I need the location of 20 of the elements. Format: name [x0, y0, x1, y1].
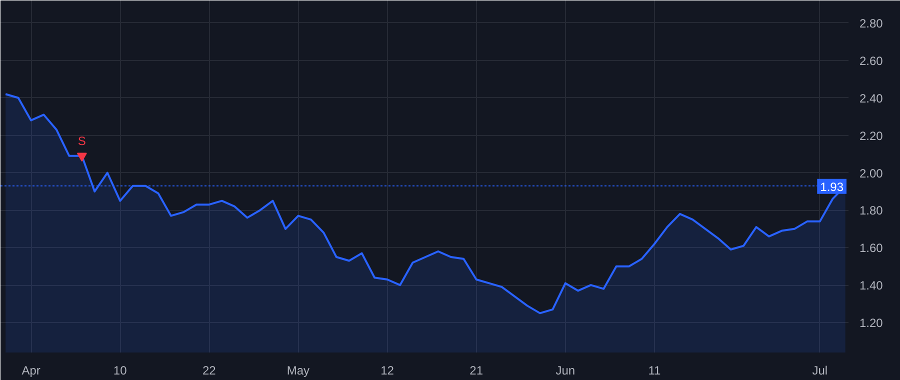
x-tick-label: 12	[380, 364, 394, 378]
x-tick-label: 11	[648, 364, 662, 378]
y-tick-label: 1.80	[860, 204, 884, 218]
x-tick-label: 10	[113, 364, 128, 378]
y-tick-label: 2.00	[860, 166, 884, 180]
y-tick-label: 2.80	[860, 16, 884, 30]
y-tick-label: 2.60	[860, 54, 884, 68]
y-tick-label: 2.40	[860, 91, 884, 106]
ref-line-label: 1.93	[820, 180, 844, 194]
x-tick-label: 21	[470, 364, 484, 378]
x-tick-label: Jul	[812, 364, 828, 378]
x-tick-label: May	[286, 364, 310, 378]
y-tick-label: 1.20	[860, 316, 884, 330]
annotation: S	[78, 134, 86, 148]
y-tick-label: 1.60	[860, 241, 884, 256]
y-tick-label: 2.20	[860, 128, 884, 143]
x-tick-label: Jun	[556, 364, 576, 378]
x-tick-label: Apr	[22, 364, 40, 378]
y-tick-label: 1.40	[860, 278, 884, 293]
x-tick-label: 22	[202, 364, 216, 378]
